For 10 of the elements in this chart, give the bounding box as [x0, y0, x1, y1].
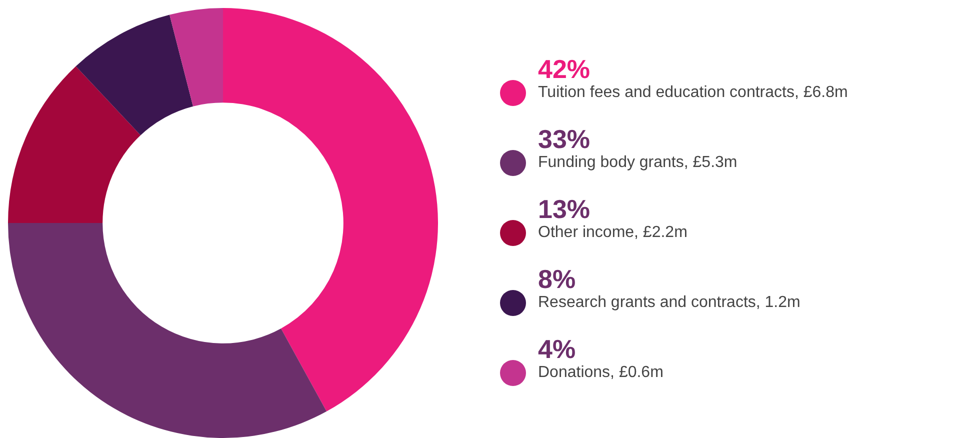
data-label: 4%	[538, 334, 577, 364]
data-label: 13%	[538, 194, 592, 224]
legend-label: Donations, £0.6m	[538, 363, 664, 383]
data-label: 42%	[538, 54, 592, 84]
legend-label: Tuition fees and education contracts, £6.8m	[538, 83, 848, 103]
legend-label: Research grants and contracts, 1.2m	[538, 293, 800, 313]
legend-label: Funding body grants, £5.3m	[538, 153, 738, 173]
data-label: 33%	[538, 124, 592, 154]
data-label: 8%	[538, 264, 577, 294]
legend-label: Other income, £2.2m	[538, 223, 688, 243]
